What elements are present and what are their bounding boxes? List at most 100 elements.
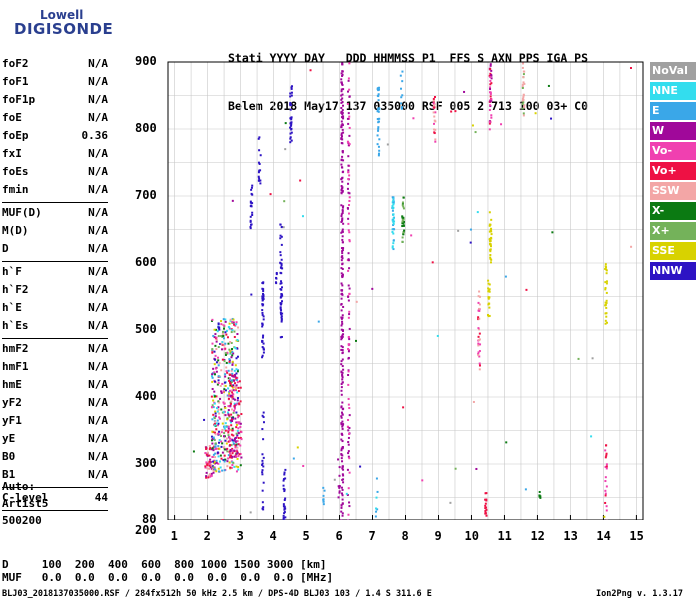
param-row-m-d-: M(D) N/A xyxy=(2,224,108,242)
param-row-h-f2: h`F2 N/A xyxy=(2,283,108,301)
echo-point xyxy=(284,516,287,519)
echo-point xyxy=(237,468,240,471)
echo-point xyxy=(227,434,230,437)
echo-point xyxy=(258,149,261,152)
echo-point xyxy=(605,282,608,285)
echo-point xyxy=(214,358,217,361)
param-name: yE xyxy=(2,432,16,445)
echo-point xyxy=(237,416,240,419)
echo-point xyxy=(210,375,213,378)
echo-point xyxy=(213,466,216,469)
echo-point xyxy=(229,452,232,455)
echo-point xyxy=(231,329,234,332)
echo-point xyxy=(233,437,236,440)
echo-point xyxy=(231,320,234,323)
echo-point xyxy=(477,309,480,312)
echo-point xyxy=(262,416,265,419)
echo-point xyxy=(340,188,343,191)
echo-point xyxy=(347,316,350,319)
echo-point xyxy=(341,212,344,215)
echo-point xyxy=(488,224,491,227)
param-value: N/A xyxy=(88,147,108,160)
echo-point xyxy=(215,447,218,450)
echo-point xyxy=(410,234,413,237)
echo-point xyxy=(229,466,232,469)
echo-point xyxy=(262,296,265,299)
echo-point xyxy=(469,228,472,231)
echo-point xyxy=(341,427,344,430)
echo-point xyxy=(204,452,207,455)
echo-point xyxy=(605,280,608,283)
echo-point xyxy=(205,461,208,464)
echo-point xyxy=(225,361,228,364)
echo-point xyxy=(292,457,295,460)
param-row-h-e: h`E N/A xyxy=(2,301,108,319)
echo-point xyxy=(347,369,350,372)
echo-point xyxy=(275,273,278,276)
param-row-b0: B0 N/A xyxy=(2,450,108,468)
echo-point xyxy=(341,352,344,355)
echo-point xyxy=(341,218,344,221)
echo-point xyxy=(221,451,224,454)
echo-point xyxy=(489,237,492,240)
echo-point xyxy=(489,95,492,98)
echo-point xyxy=(215,348,218,351)
echo-point xyxy=(374,515,377,518)
echo-point xyxy=(211,372,214,375)
echo-point xyxy=(290,118,293,121)
echo-point xyxy=(262,506,265,509)
echo-point xyxy=(261,459,264,462)
echo-point xyxy=(213,424,216,427)
echo-point xyxy=(341,514,344,517)
echo-point xyxy=(262,348,265,351)
echo-point xyxy=(250,223,253,226)
echo-point xyxy=(231,386,234,389)
echo-point xyxy=(217,445,220,448)
echo-point xyxy=(228,392,231,395)
echo-point xyxy=(348,239,351,242)
echo-point xyxy=(228,322,231,325)
echo-point xyxy=(221,422,224,425)
echo-point xyxy=(233,455,236,458)
echo-point xyxy=(348,501,351,504)
echo-point xyxy=(392,207,395,210)
echo-point xyxy=(391,246,394,249)
echo-point xyxy=(240,438,243,441)
param-value: N/A xyxy=(88,342,108,355)
echo-point xyxy=(341,70,344,73)
echo-point xyxy=(478,364,481,367)
echo-point xyxy=(261,501,264,504)
param-name: fxI xyxy=(2,147,22,160)
echo-point xyxy=(231,379,234,382)
echo-point xyxy=(283,519,286,520)
echo-point xyxy=(282,516,285,519)
echo-point xyxy=(340,220,343,223)
echo-point xyxy=(280,280,283,283)
echo-point xyxy=(296,446,299,449)
echo-point xyxy=(341,241,344,244)
echo-point xyxy=(400,96,403,99)
echo-point xyxy=(228,379,231,382)
echo-point xyxy=(237,427,240,430)
echo-point xyxy=(391,219,394,222)
echo-point xyxy=(489,229,492,232)
echo-point xyxy=(392,202,395,205)
echo-point xyxy=(213,417,216,420)
echo-point xyxy=(221,332,224,335)
echo-point xyxy=(203,418,206,421)
echo-point xyxy=(347,212,350,215)
echo-point xyxy=(345,492,348,495)
echo-point xyxy=(281,300,284,303)
echo-point xyxy=(392,248,395,251)
echo-point xyxy=(401,70,404,73)
echo-point xyxy=(490,77,493,80)
echo-point xyxy=(342,115,345,118)
echo-point xyxy=(233,346,236,349)
echo-point xyxy=(208,445,211,448)
echo-point xyxy=(340,158,343,161)
echo-point xyxy=(236,443,239,446)
echo-point xyxy=(239,425,242,428)
echo-point xyxy=(605,467,608,470)
param-name: yF1 xyxy=(2,414,22,427)
param-row-hmf2: hmF2 N/A xyxy=(2,342,108,360)
